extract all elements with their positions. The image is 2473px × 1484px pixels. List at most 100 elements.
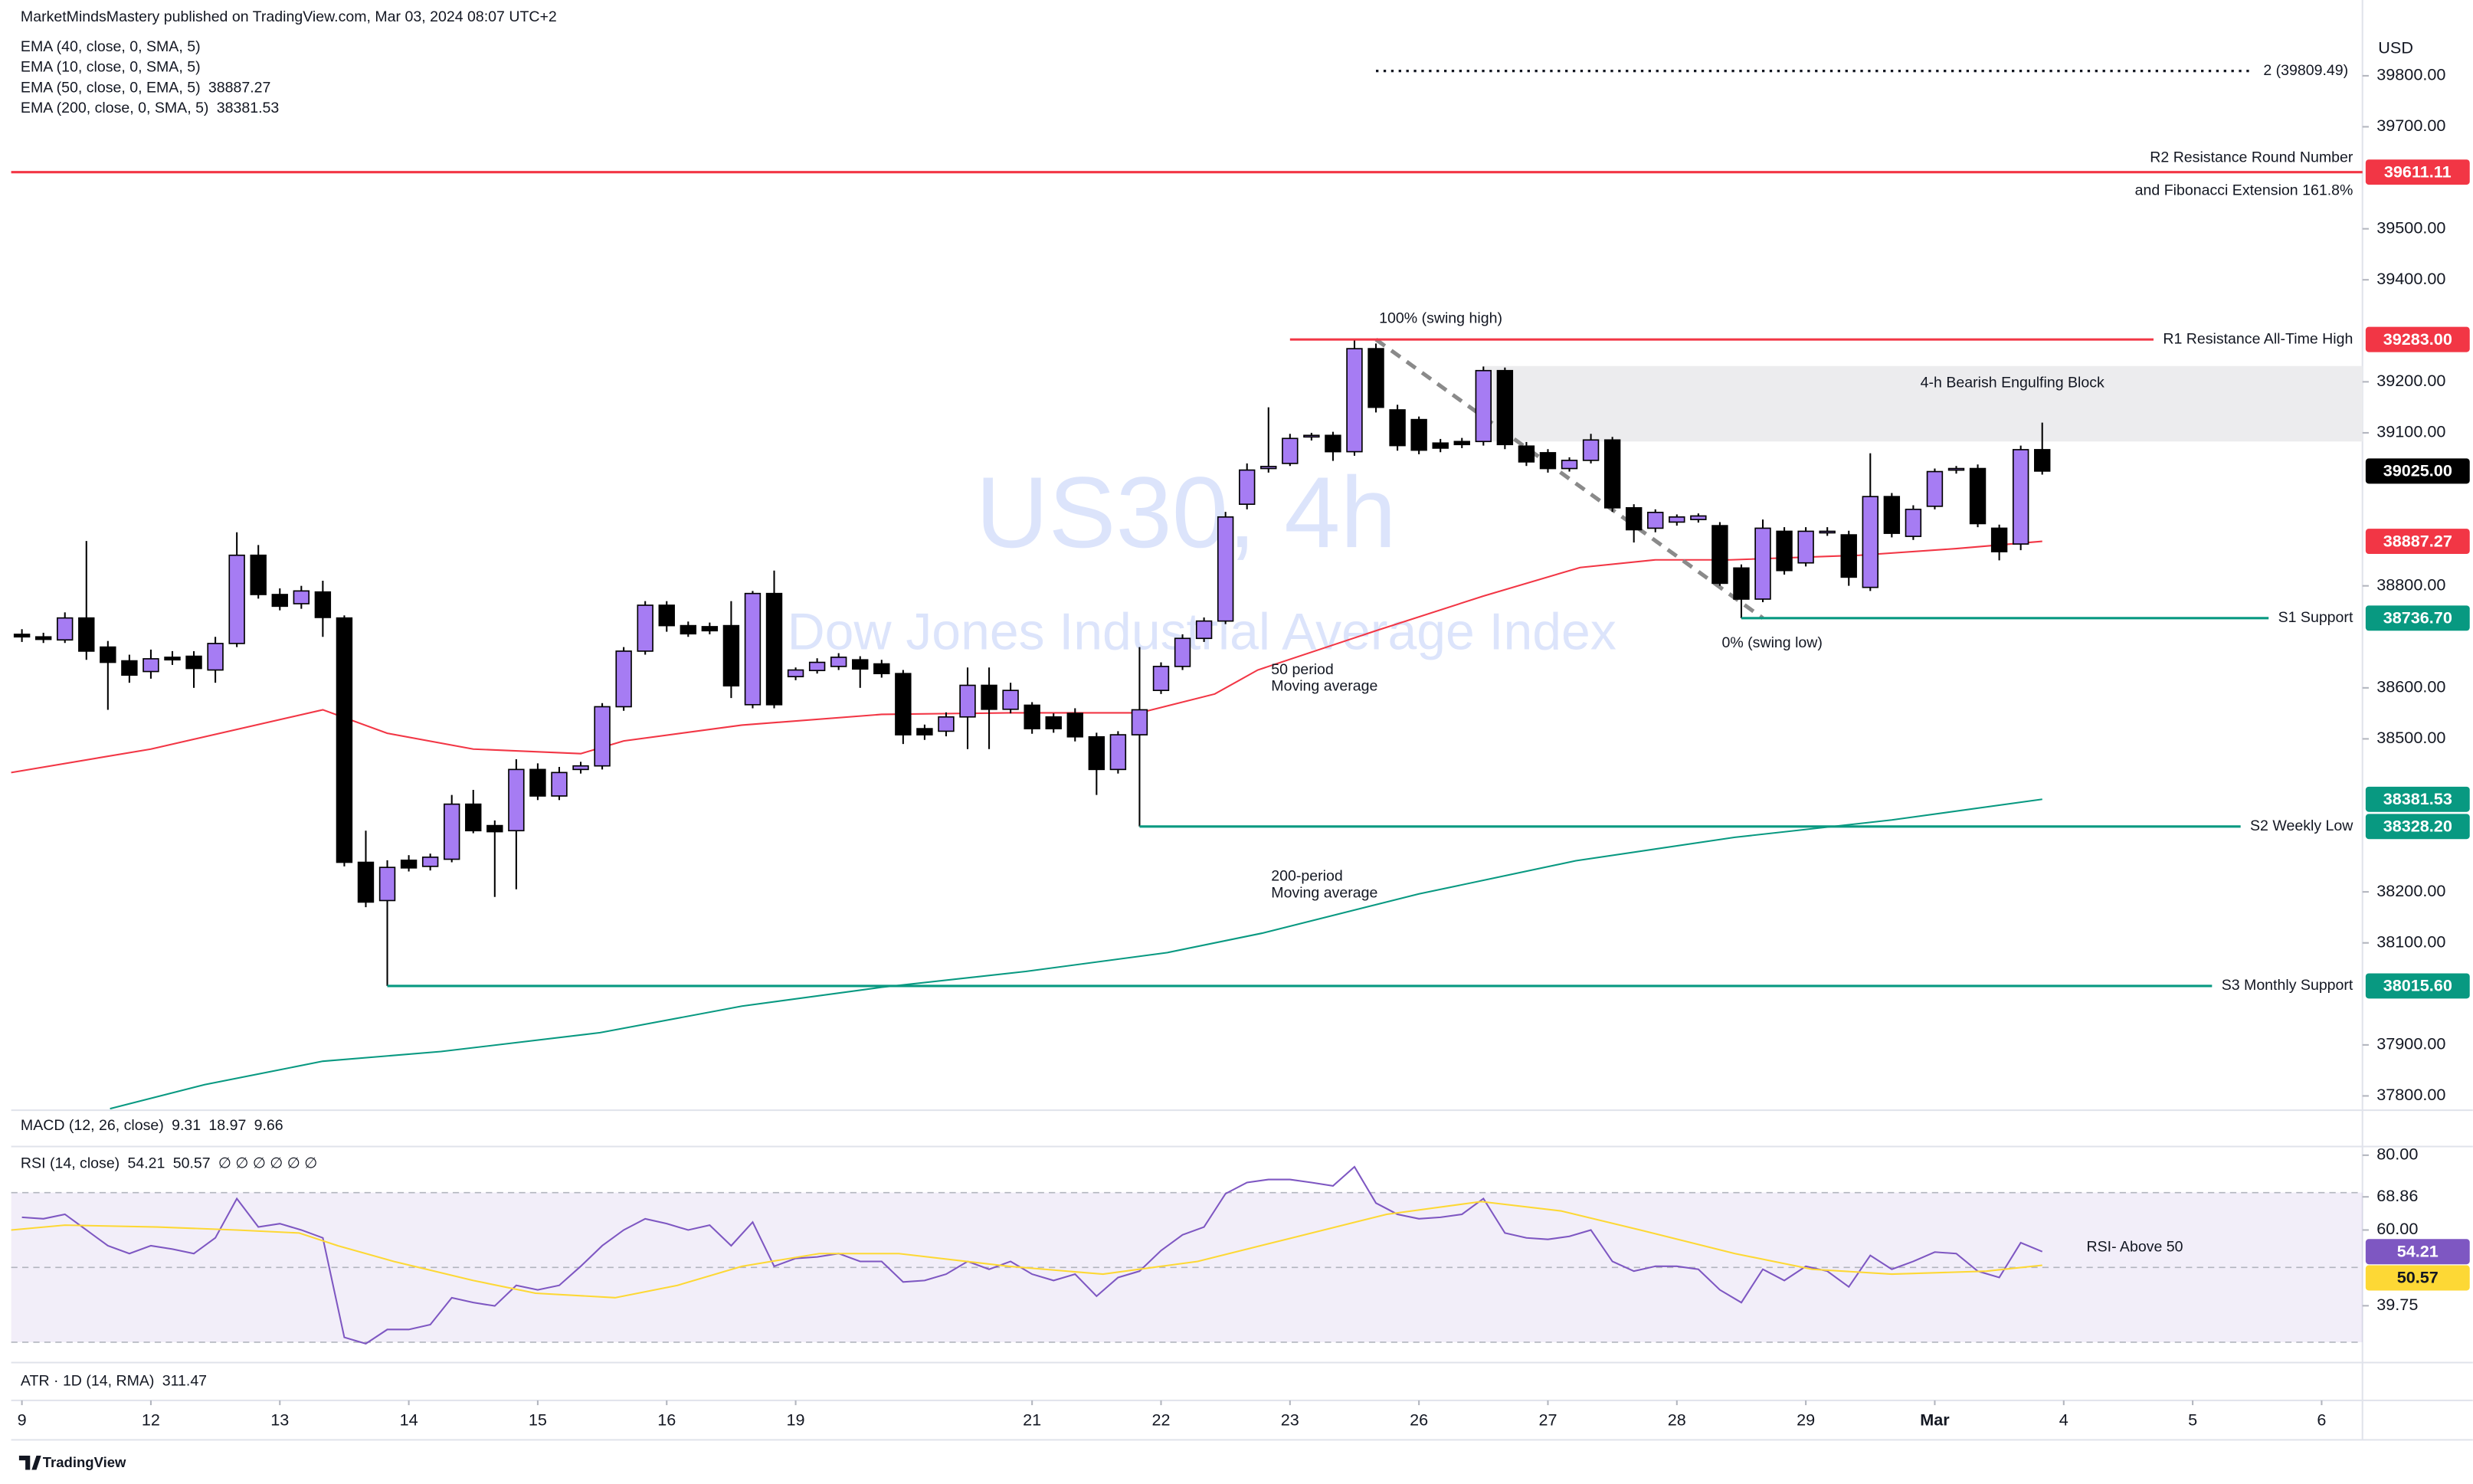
candle-body (787, 669, 804, 678)
candle-body (1539, 452, 1557, 470)
candle-body (1883, 496, 1901, 534)
candle-body (1410, 418, 1427, 451)
candle-body (1152, 666, 1170, 691)
candle-body (722, 624, 740, 686)
y-tick-label: 38100.00 (2376, 932, 2445, 951)
price-tag (2365, 814, 2470, 840)
y-tick-label: 39200.00 (2376, 371, 2445, 390)
candle-body (1625, 506, 1643, 531)
candle-body (78, 617, 95, 652)
x-tick-label: 27 (1538, 1410, 1557, 1429)
legend-text: EMA (10, close, 0, SMA, 5) (21, 59, 201, 76)
x-tick-label: 12 (142, 1410, 160, 1429)
y-tick-label: 39400.00 (2376, 269, 2445, 288)
candle-body (1131, 709, 1148, 735)
x-tick-label: 21 (1023, 1410, 1041, 1429)
y-tick-label: 80.00 (2376, 1145, 2418, 1164)
candle-body (1260, 466, 1277, 470)
candle-body (185, 655, 202, 670)
candle-body (873, 663, 890, 675)
candle-body (1862, 496, 1878, 588)
y-tick-label: 37800.00 (2376, 1085, 2445, 1104)
x-tick-label: 13 (270, 1410, 289, 1429)
y-tick-label: 68.86 (2376, 1186, 2418, 1205)
legend-text: EMA (200, close, 0, SMA, 5) (21, 100, 209, 116)
candle-body (1088, 735, 1105, 771)
x-tick-label: 28 (1668, 1410, 1686, 1429)
x-tick-label: 22 (1151, 1410, 1170, 1429)
fib-label: 0% (swing low) (1721, 634, 1822, 651)
candle-body (250, 554, 267, 595)
candle-body (400, 860, 418, 869)
y-tick-label: 37900.00 (2376, 1034, 2445, 1053)
y-tick-label: 39100.00 (2376, 422, 2445, 441)
candle-body (615, 650, 632, 708)
price-tag-label: 38328.20 (2383, 817, 2452, 836)
price-tag (2365, 529, 2470, 555)
y-tick-label: 38800.00 (2376, 575, 2445, 594)
price-tag-label: 39025.00 (2383, 461, 2452, 480)
candle-body (2012, 449, 2029, 545)
candle-body (1109, 734, 1127, 771)
candle-body (1926, 470, 1944, 507)
x-tick-label: 4 (2059, 1410, 2068, 1429)
watermark-symbol: US30, 4h (975, 456, 1396, 568)
x-tick-label: 9 (18, 1410, 27, 1429)
candle-body (465, 803, 482, 832)
ma-annotation: Moving average (1271, 884, 1377, 901)
candle-body (1045, 716, 1062, 729)
price-tag (2365, 326, 2470, 352)
candle-body (701, 626, 719, 632)
candle-body (421, 857, 439, 867)
y-tick-label: 39700.00 (2376, 116, 2445, 135)
candle-body (100, 646, 116, 663)
price-tag (2365, 159, 2470, 185)
candle-body (1195, 620, 1213, 640)
brand-name: TradingView (43, 1454, 126, 1470)
y-tick-label: 38200.00 (2376, 881, 2445, 900)
price-tag (2365, 973, 2470, 999)
candle-body (1002, 690, 1019, 710)
price-tag (2365, 605, 2470, 631)
candle-body (1711, 525, 1728, 585)
level-label: S2 Weekly Low (2250, 817, 2353, 834)
candle-body (207, 643, 224, 671)
legend-text: 9.66 (254, 1117, 283, 1134)
candle-body (658, 604, 675, 627)
x-tick-label: 15 (529, 1410, 547, 1429)
y-tick-label: 38600.00 (2376, 677, 2445, 696)
price-tag-label: 54.21 (2397, 1241, 2439, 1260)
candle-body (314, 591, 332, 618)
candle-body (1518, 445, 1535, 463)
candle-body (443, 803, 460, 860)
candle-body (916, 728, 933, 735)
candle-body (271, 594, 288, 608)
candle-body (1797, 530, 1814, 564)
candle-body (57, 617, 74, 641)
candle-body (1346, 348, 1363, 453)
target-label: 2 (39809.49) (2263, 62, 2348, 79)
legend-text: 50.57 (173, 1155, 211, 1171)
moving-average (110, 798, 2042, 1110)
currency: USD (2378, 38, 2413, 57)
candle-body (551, 771, 568, 797)
candle-body (637, 604, 653, 652)
legend-text: ATR · 1D (14, RMA) (21, 1372, 155, 1389)
candle-body (1582, 439, 1600, 461)
candle-body (529, 768, 546, 797)
y-tick-label: 38500.00 (2376, 728, 2445, 747)
price-tag-label: 38736.70 (2383, 608, 2452, 627)
legend-text: MACD (12, 26, close) (21, 1117, 164, 1134)
price-tag-label: 38887.27 (2383, 531, 2452, 550)
y-tick-label: 39500.00 (2376, 218, 2445, 237)
x-tick-label: 14 (400, 1410, 418, 1429)
candle-body (1819, 530, 1836, 534)
candle-body (1496, 369, 1514, 446)
rsi-line (21, 1165, 2043, 1345)
y-tick-label: 39800.00 (2376, 65, 2445, 84)
brand-logo (18, 1455, 41, 1470)
candle-body (1990, 527, 2008, 552)
legend-text: RSI (14, close) (21, 1155, 120, 1171)
candle-body (938, 716, 955, 732)
